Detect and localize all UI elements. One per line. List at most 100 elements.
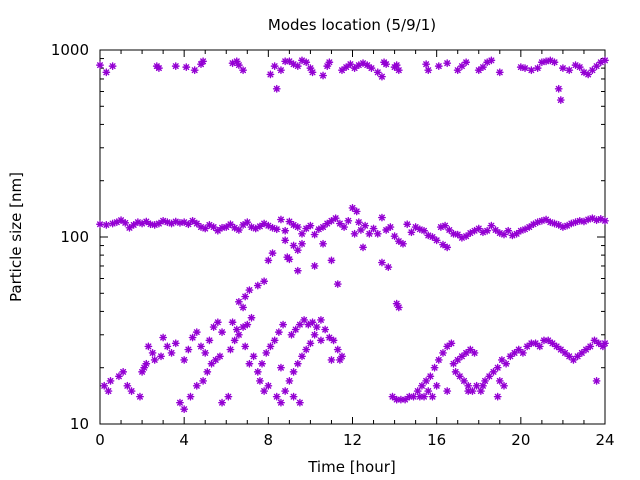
data-point	[556, 96, 565, 104]
data-point	[285, 377, 294, 385]
data-point	[319, 223, 327, 231]
data-point	[407, 228, 416, 237]
data-point	[205, 336, 214, 345]
data-point	[359, 243, 367, 252]
data-point	[495, 377, 504, 385]
data-point	[197, 342, 205, 351]
data-point	[234, 330, 243, 339]
data-point	[559, 64, 567, 73]
data-point	[234, 61, 243, 70]
data-point	[184, 220, 193, 229]
data-point	[306, 221, 315, 230]
data-point	[357, 226, 365, 234]
data-point	[264, 221, 273, 230]
x-axis: 0 4 8 12 16 20 24	[95, 50, 615, 449]
data-point	[247, 313, 256, 322]
data-point	[317, 316, 325, 324]
data-point	[209, 323, 218, 331]
data-point	[192, 328, 201, 337]
data-point	[462, 232, 471, 241]
data-point	[268, 249, 277, 258]
data-point	[293, 62, 302, 71]
data-point	[483, 226, 492, 235]
data-point	[306, 339, 315, 348]
data-point	[127, 387, 136, 395]
data-point	[310, 230, 319, 239]
data-point	[403, 220, 412, 229]
data-point	[293, 223, 302, 231]
x-tick-label: 12	[343, 431, 362, 449]
x-tick-label: 24	[595, 431, 614, 449]
data-point	[443, 243, 452, 252]
data-point	[285, 255, 294, 264]
data-point	[394, 66, 403, 75]
data-point	[428, 392, 437, 401]
data-point	[378, 72, 386, 81]
data-point	[569, 356, 578, 364]
data-point	[367, 64, 376, 73]
plot-frame	[99, 49, 606, 425]
data-point	[281, 387, 290, 395]
data-point	[213, 226, 222, 235]
data-point	[420, 226, 428, 235]
x-tick-label: 0	[95, 431, 105, 449]
data-point	[594, 339, 603, 348]
data-point	[129, 221, 138, 229]
data-point	[592, 377, 601, 385]
data-point	[493, 392, 502, 401]
data-point	[245, 359, 254, 368]
data-point	[142, 359, 151, 368]
data-point	[108, 62, 117, 71]
data-point	[340, 223, 348, 231]
data-point	[601, 56, 609, 65]
data-point	[171, 62, 180, 71]
data-point	[338, 66, 346, 75]
data-point	[443, 59, 452, 68]
data-point	[157, 352, 165, 361]
data-point	[409, 392, 418, 401]
data-point	[298, 239, 306, 248]
data-point	[424, 66, 433, 75]
data-point	[361, 221, 370, 230]
data-point	[590, 336, 599, 345]
data-point	[327, 216, 336, 225]
data-point	[106, 377, 115, 385]
data-point	[460, 377, 468, 385]
data-point	[434, 62, 443, 71]
data-point	[548, 339, 557, 348]
data-point	[167, 349, 176, 357]
data-point	[491, 226, 500, 234]
data-point	[401, 395, 410, 404]
data-point	[188, 333, 197, 342]
data-point	[476, 387, 485, 395]
data-point	[228, 318, 237, 327]
data-point	[487, 56, 496, 65]
data-point	[136, 392, 144, 401]
data-point	[527, 66, 536, 75]
data-point	[295, 320, 304, 329]
data-point	[502, 359, 511, 368]
data-point	[302, 345, 311, 354]
data-point	[293, 359, 302, 368]
data-point	[575, 63, 584, 72]
data-point	[277, 215, 285, 224]
data-point	[392, 395, 401, 404]
data-point	[550, 58, 559, 67]
data-point	[224, 392, 233, 401]
data-point	[350, 229, 359, 238]
data-point	[504, 226, 513, 235]
data-point	[298, 229, 306, 238]
data-point	[289, 367, 298, 376]
data-point	[601, 339, 609, 348]
data-point	[342, 63, 351, 72]
data-point	[432, 236, 441, 245]
data-point	[327, 256, 336, 265]
data-point	[327, 356, 336, 364]
data-point	[277, 363, 285, 372]
data-point	[253, 281, 262, 290]
data-point	[413, 387, 422, 395]
data-point	[519, 349, 527, 357]
data-point	[277, 398, 285, 407]
data-point	[388, 392, 397, 401]
